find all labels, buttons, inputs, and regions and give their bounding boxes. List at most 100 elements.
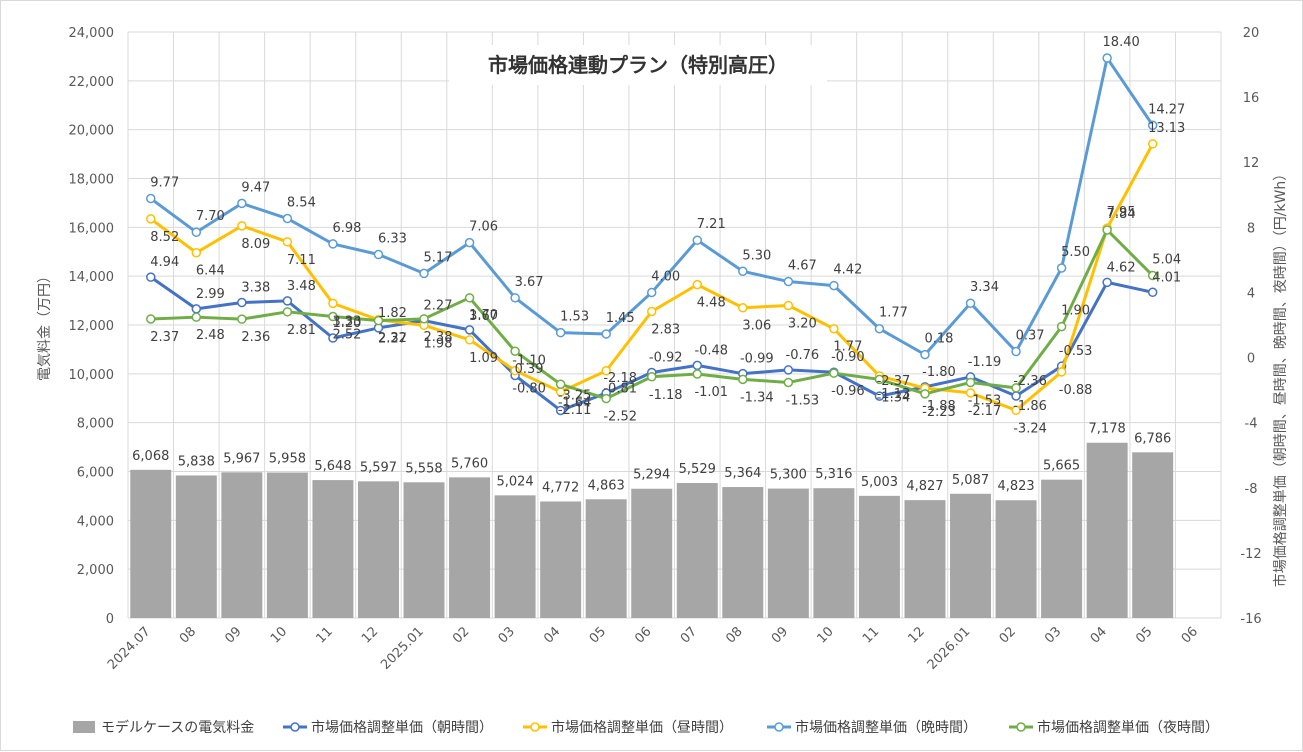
- point-value-label: 2.36: [241, 330, 270, 345]
- series-point: [601, 365, 611, 376]
- series-point: [874, 391, 885, 401]
- bar-value-label: 5,648: [314, 459, 351, 474]
- series-point: [419, 268, 429, 279]
- bar-value-label: 5,364: [724, 466, 761, 481]
- point-value-label: -0.90: [831, 350, 865, 365]
- point-value-label: -1.18: [649, 388, 683, 403]
- chart-title: 市場価格連動プラン（特別高圧）: [488, 53, 788, 77]
- bar: [950, 493, 992, 618]
- point-value-label: 8.52: [150, 230, 179, 245]
- x-tick-label: 08: [177, 624, 199, 646]
- x-tick-label: 12: [359, 624, 381, 646]
- y-right-tick-label: 16: [1243, 91, 1260, 106]
- point-value-label: 1.82: [378, 306, 407, 321]
- series-point: [1056, 321, 1067, 332]
- x-tick-label: 04: [1088, 624, 1110, 646]
- legend-swatch-marker: [290, 722, 300, 732]
- y-left-tick-label: 6,000: [77, 466, 114, 481]
- x-tick-label: 02: [450, 624, 472, 646]
- bar-value-label: 5,300: [770, 468, 807, 483]
- y-left-tick-label: 14,000: [69, 270, 115, 285]
- series-point: [920, 349, 930, 360]
- point-value-label: 7.84: [1107, 207, 1136, 222]
- point-value-label: 2.38: [424, 330, 453, 345]
- point-value-label: 0.37: [1016, 329, 1045, 344]
- y-left-tick-label: 20,000: [69, 124, 115, 139]
- bar: [904, 500, 946, 618]
- series-point: [191, 304, 202, 314]
- series-point: [965, 388, 976, 398]
- x-tick-label: 09: [769, 624, 791, 646]
- point-value-label: 5.04: [1152, 253, 1181, 268]
- series-point: [282, 213, 293, 224]
- series-point: [555, 405, 566, 416]
- point-value-label: 4.62: [1107, 260, 1136, 275]
- series-point: [874, 374, 885, 385]
- series-point: [237, 221, 247, 231]
- point-value-label: -2.23: [922, 405, 956, 420]
- point-value-label: 7.95: [1107, 205, 1136, 220]
- point-value-label: 4.67: [788, 259, 817, 274]
- bar-value-label: 7,178: [1089, 422, 1126, 437]
- y-right-tick-label: -4: [1245, 417, 1258, 432]
- legend-label: 市場価格調整単価（晩時間）: [795, 719, 977, 736]
- point-value-label: 1.77: [879, 306, 908, 321]
- series-point: [829, 280, 839, 291]
- y-right-tick-label: 20: [1243, 26, 1260, 41]
- y-left-tick-label: 0: [106, 612, 114, 627]
- point-value-label: 3.20: [788, 316, 817, 331]
- series-point: [1147, 139, 1158, 149]
- y-left-tick-label: 24,000: [69, 26, 115, 41]
- series-point: [419, 314, 429, 324]
- point-value-label: -3.24: [1013, 421, 1047, 436]
- series-point: [237, 314, 247, 324]
- point-value-label: 9.47: [241, 180, 270, 195]
- point-value-label: 7.70: [196, 209, 225, 224]
- point-value-label: -0.88: [1059, 383, 1093, 398]
- x-tick-label: 06: [1179, 624, 1201, 646]
- point-value-label: -0.48: [694, 343, 728, 358]
- point-value-label: 5.17: [424, 250, 453, 265]
- bar: [175, 475, 217, 618]
- series-point: [1102, 277, 1112, 288]
- point-value-label: 6.33: [378, 232, 407, 247]
- series-point: [328, 239, 338, 249]
- y-left-tick-label: 12,000: [69, 319, 115, 334]
- series-point: [646, 287, 657, 298]
- series-point: [692, 279, 703, 290]
- x-tick-label: 05: [587, 624, 609, 646]
- x-tick-label: 11: [313, 624, 335, 646]
- legend-label: 市場価格調整単価（昼時間）: [551, 719, 733, 736]
- point-value-label: 2.32: [378, 331, 407, 346]
- series-point: [1147, 120, 1158, 131]
- x-tick-label: 05: [1133, 624, 1155, 646]
- point-value-label: 0.18: [925, 332, 954, 347]
- bar: [540, 501, 582, 618]
- series-point: [738, 302, 748, 313]
- bar: [312, 480, 354, 618]
- bar: [1132, 452, 1174, 618]
- bar-value-label: 5,597: [360, 460, 397, 475]
- bar-value-label: 5,958: [269, 452, 306, 467]
- series-point: [373, 249, 384, 260]
- point-value-label: 5.50: [1061, 245, 1090, 260]
- point-value-label: 6.44: [196, 264, 225, 279]
- point-value-label: 2.27: [378, 332, 407, 347]
- point-value-label: 1.20: [332, 316, 361, 331]
- legend-label: 市場価格調整単価（朝時間）: [311, 719, 493, 736]
- point-value-label: 7.06: [469, 220, 498, 235]
- series-point: [601, 393, 611, 404]
- legend-label: モデルケースの電気料金: [101, 719, 254, 736]
- point-value-label: -1.86: [1013, 399, 1047, 414]
- point-value-label: 3.33: [332, 314, 361, 329]
- point-value-label: 9.77: [150, 176, 179, 191]
- series-point: [282, 307, 293, 317]
- bar-value-label: 6,786: [1134, 431, 1171, 446]
- point-value-label: 14.27: [1148, 102, 1185, 117]
- legend-swatch-marker: [530, 722, 540, 732]
- point-value-label: -1.88: [922, 399, 956, 414]
- point-value-label: 2.99: [196, 287, 225, 302]
- x-tick-label: 12: [906, 624, 928, 646]
- series-point: [464, 325, 475, 335]
- bar-value-label: 4,863: [588, 478, 625, 493]
